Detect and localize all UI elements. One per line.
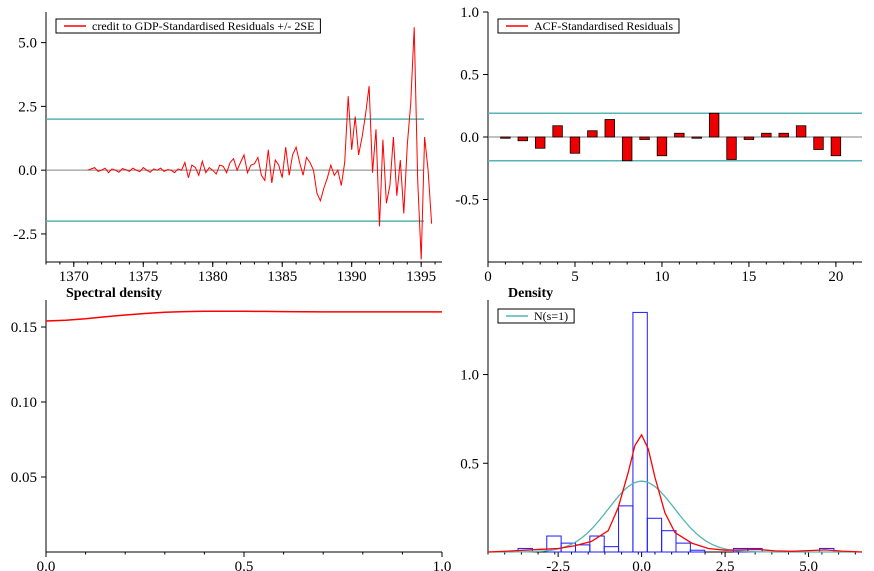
x-tick-label: 1390 xyxy=(337,269,367,285)
histogram-bar xyxy=(632,311,648,553)
acf-bar xyxy=(569,136,581,154)
acf-bar xyxy=(691,136,702,139)
density-panel: -2.5 0.0 2.5 5.0 0.5 1.0 Density N(s=1) xyxy=(460,286,863,571)
x-tick-label: 5.0 xyxy=(799,559,818,571)
acf-bar xyxy=(708,112,720,138)
y-tick-label: 1.0 xyxy=(460,5,479,21)
y-tick-label: -2.5 xyxy=(13,227,37,243)
residual-series-line xyxy=(87,27,433,260)
x-tick-label: 0.0 xyxy=(37,559,56,571)
kernel-density-line xyxy=(487,433,863,553)
x-tick-label: 1370 xyxy=(59,269,89,285)
x-tick-label: 0.5 xyxy=(235,559,254,571)
x-tick-label: 20 xyxy=(828,269,843,285)
acf-bar xyxy=(552,125,563,138)
histogram-bar xyxy=(603,546,620,553)
acf-bar xyxy=(656,136,668,157)
x-tick-label: 1375 xyxy=(128,269,158,285)
acf-bar xyxy=(830,136,842,157)
y-tick-label: -0.5 xyxy=(455,193,479,209)
spectral-density-line xyxy=(45,310,442,322)
y-tick-label: 2.5 xyxy=(18,99,37,115)
acf-bar xyxy=(621,136,633,162)
residuals-legend-box xyxy=(55,18,321,34)
normal-curve xyxy=(488,480,862,553)
y-tick-label: 1.0 xyxy=(460,368,479,384)
histogram-bar xyxy=(589,535,605,553)
histogram-bar xyxy=(661,530,677,553)
y-tick-label: 0.10 xyxy=(11,395,37,411)
acf-bar xyxy=(587,130,598,138)
acf-bar xyxy=(604,119,615,138)
acf-bar xyxy=(795,125,807,138)
acf-bar xyxy=(726,136,737,160)
y-tick-label: 0.5 xyxy=(460,68,479,84)
density-title: Density xyxy=(508,286,553,301)
x-tick-label: 0 xyxy=(484,269,492,285)
spectral-panel: 0.0 0.5 1.0 0.05 0.10 0.15 Spectral density xyxy=(11,286,452,571)
histogram-bar xyxy=(646,517,663,553)
y-tick-label: 0.5 xyxy=(460,456,479,472)
y-tick-label: 0.0 xyxy=(460,130,479,146)
histogram-bar xyxy=(574,544,591,553)
acf-bar xyxy=(639,136,650,140)
y-tick-label: 0.15 xyxy=(11,320,37,336)
acf-bar xyxy=(517,136,528,142)
histogram-bar xyxy=(618,505,634,553)
acf-panel: 0 5 10 15 20 -0.5 0.0 0.5 1.0 ACF-Standardised Re… xyxy=(455,5,862,285)
y-tick-label: 0.05 xyxy=(11,470,37,486)
histogram-bar xyxy=(689,549,706,553)
acf-legend-label: ACF-Standardised Residuals xyxy=(534,19,673,33)
x-tick-label: 5 xyxy=(571,269,579,285)
density-legend-box xyxy=(497,308,575,324)
acf-bar xyxy=(500,136,511,139)
acf-legend-box xyxy=(497,18,680,34)
x-tick-label: 2.5 xyxy=(716,559,735,571)
x-tick-label: 15 xyxy=(741,269,756,285)
acf-bar xyxy=(778,132,789,138)
x-tick-label: 1380 xyxy=(198,269,228,285)
acf-bar xyxy=(761,132,772,138)
x-tick-label: 0.0 xyxy=(632,559,651,571)
residuals-legend-label: credit to GDP-Standardised Residuals +/-… xyxy=(92,19,314,33)
spectral-title: Spectral density xyxy=(66,286,162,301)
density-legend-label: N(s=1) xyxy=(534,309,568,323)
x-tick-label: 1385 xyxy=(267,269,297,285)
x-tick-label: -2.5 xyxy=(546,559,570,571)
acf-bar xyxy=(535,136,546,149)
residuals-panel: 1370 1375 1380 1385 1390 1395 -2.5 0.0 2.5 5.0 cre… xyxy=(13,12,442,285)
histogram-bar xyxy=(675,542,691,553)
x-tick-label: 1395 xyxy=(406,269,436,285)
x-tick-label: 1.0 xyxy=(433,559,452,571)
acf-bar xyxy=(743,136,755,140)
y-tick-label: 5.0 xyxy=(18,36,37,52)
y-tick-label: 0.0 xyxy=(18,163,37,179)
acf-bar xyxy=(813,136,824,150)
x-tick-label: 10 xyxy=(654,269,669,285)
acf-bar xyxy=(674,132,685,138)
